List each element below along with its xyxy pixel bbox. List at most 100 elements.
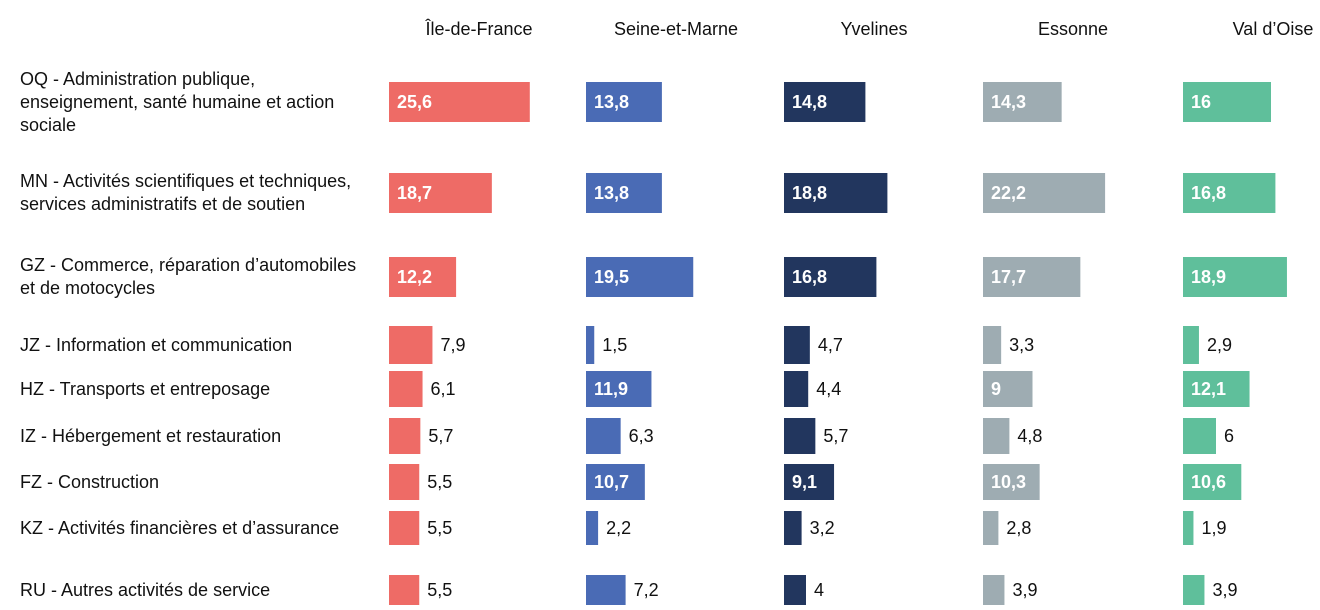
bar [586,464,645,500]
bar [1183,464,1242,500]
bar [784,82,866,122]
category-label: IZ - Hébergement et restauration [20,425,282,446]
bar [784,173,888,213]
category-label: FZ - Construction [20,471,160,492]
bar [784,326,810,364]
category-label: HZ - Transports et entreposage [20,378,271,399]
value-label: 16 [1191,92,1211,112]
bar [389,464,420,500]
value-label: 3,2 [810,518,835,538]
bar [1183,257,1287,297]
value-label: 22,2 [991,183,1026,203]
value-label: 19,5 [594,267,629,287]
bar [784,418,816,454]
bar [586,82,662,122]
bar [586,418,621,454]
bar [1183,511,1194,545]
value-label: 2,8 [1006,518,1031,538]
bar [1183,575,1205,605]
value-label: 6 [1224,426,1234,446]
value-label: 4 [814,580,824,600]
value-label: 9,1 [792,472,817,492]
value-label: 25,6 [397,92,432,112]
bar [586,371,652,407]
value-label: 18,7 [397,183,432,203]
value-label: 1,5 [602,335,627,355]
value-label: 18,9 [1191,267,1226,287]
value-label: 4,8 [1017,426,1042,446]
value-label: 9 [991,379,1001,399]
bar [389,82,530,122]
category-label: GZ - Commerce, réparation d’automobiles … [20,255,357,298]
value-label: 5,5 [427,518,452,538]
bar [389,326,433,364]
value-label: 3,9 [1212,580,1237,600]
bar [389,257,457,297]
value-label: 7,2 [634,580,659,600]
bar [1183,82,1271,122]
value-label: 5,7 [823,426,848,446]
value-label: 17,7 [991,267,1026,287]
category-label: OQ - Administration publique, enseigneme… [20,68,335,135]
value-label: 11,9 [594,379,628,399]
value-label: 7,9 [440,335,465,355]
category-label: RU - Autres activités de service [20,579,271,600]
value-label: 6,3 [629,426,654,446]
value-label: 13,8 [594,183,629,203]
value-label: 13,8 [594,92,629,112]
value-label: 14,3 [991,92,1026,112]
value-label: 16,8 [1191,183,1226,203]
value-label: 5,5 [427,472,452,492]
bar [784,511,802,545]
bar [389,173,492,213]
value-label: 10,3 [991,472,1026,492]
bar [586,575,626,605]
bar [586,173,662,213]
value-label: 16,8 [792,267,827,287]
bar [389,575,420,605]
value-label: 2,2 [606,518,631,538]
value-label: 5,7 [428,426,453,446]
bar [586,326,595,364]
bar [389,511,420,545]
bar [1183,418,1216,454]
value-label: 10,7 [594,472,629,492]
series-header: Val d’Oise [1233,19,1314,39]
value-label: 3,9 [1012,580,1037,600]
bar [983,418,1010,454]
bar [784,464,835,500]
bar [389,418,421,454]
bar [784,257,877,297]
category-label: JZ - Information et communication [20,334,293,355]
value-label: 14,8 [792,92,827,112]
series-header: Seine-et-Marne [614,19,738,39]
value-label: 12,1 [1191,379,1226,399]
bar [983,173,1106,213]
value-label: 2,9 [1207,335,1232,355]
bar [983,371,1033,407]
value-label: 1,9 [1201,518,1226,538]
series-header: Essonne [1038,19,1108,39]
value-label: 3,3 [1009,335,1034,355]
value-label: 4,4 [816,379,841,399]
bar [983,575,1005,605]
value-label: 10,6 [1191,472,1226,492]
bar [983,326,1002,364]
bar [983,82,1062,122]
category-label: MN - Activités scientifiques et techniqu… [20,171,352,214]
value-label: 5,5 [427,580,452,600]
bar [983,257,1081,297]
bar [586,257,694,297]
bar [1183,173,1276,213]
value-label: 4,7 [818,335,843,355]
value-label: 18,8 [792,183,827,203]
category-label: KZ - Activités financières et d’assuranc… [20,517,340,538]
bar [1183,371,1250,407]
bar [1183,326,1199,364]
value-label: 12,2 [397,267,432,287]
bar [784,371,809,407]
bar [983,511,999,545]
bar [389,371,423,407]
